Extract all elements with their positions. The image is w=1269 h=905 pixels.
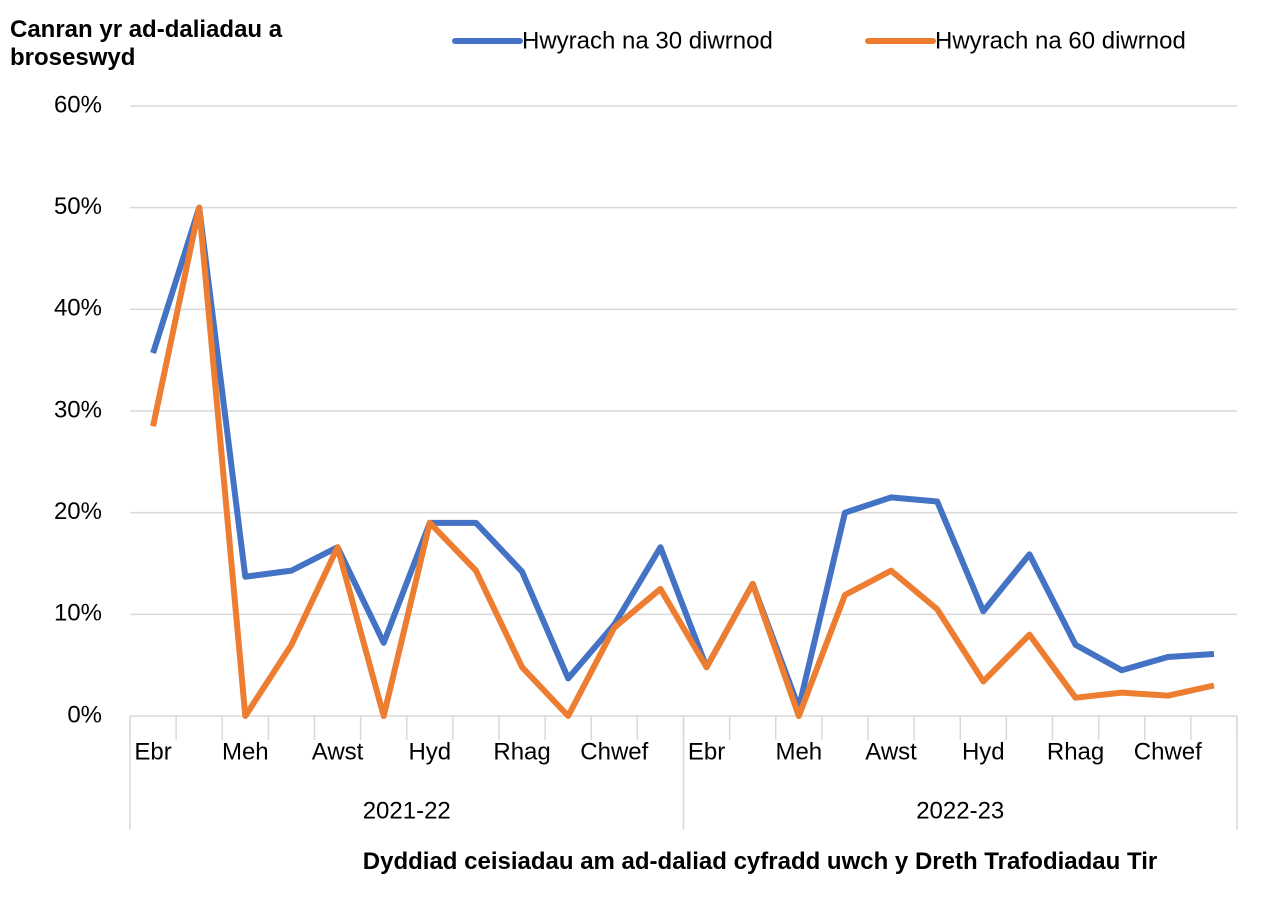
x-tick-label: Rhag [493,738,550,765]
x-tick-label: Hyd [408,738,451,765]
y-tick-label: 40% [54,295,102,322]
x-tick-label: Hyd [962,738,1005,765]
legend-label: Hwyrach na 60 diwrnod [935,27,1186,54]
group-label: 2022-23 [916,797,1004,824]
x-tick-label: Meh [775,738,822,765]
y-tick-label: 50% [54,193,102,220]
x-tick-label: Meh [222,738,269,765]
x-tick-label: Awst [865,738,917,765]
x-tick-label: Chwef [580,738,648,765]
x-tick-label: Awst [312,738,364,765]
x-tick-label: Ebr [134,738,171,765]
x-tick-label: Ebr [688,738,725,765]
y-tick-label: 20% [54,498,102,525]
y-tick-label: 60% [54,91,102,118]
y-tick-label: 30% [54,396,102,423]
y-tick-label: 10% [54,600,102,627]
y-tick-label: 0% [67,701,102,728]
legend-label: Hwyrach na 30 diwrnod [522,27,773,54]
series-line [150,204,1215,719]
series-line [150,204,1215,711]
x-tick-label: Rhag [1047,738,1104,765]
y-axis-title: Canran yr ad-daliadau a broseswyd [10,16,283,71]
x-axis-title: Dyddiad ceisiadau am ad-daliad cyfradd u… [362,848,1158,875]
x-tick-label: Chwef [1134,738,1202,765]
group-label: 2021-22 [363,797,451,824]
